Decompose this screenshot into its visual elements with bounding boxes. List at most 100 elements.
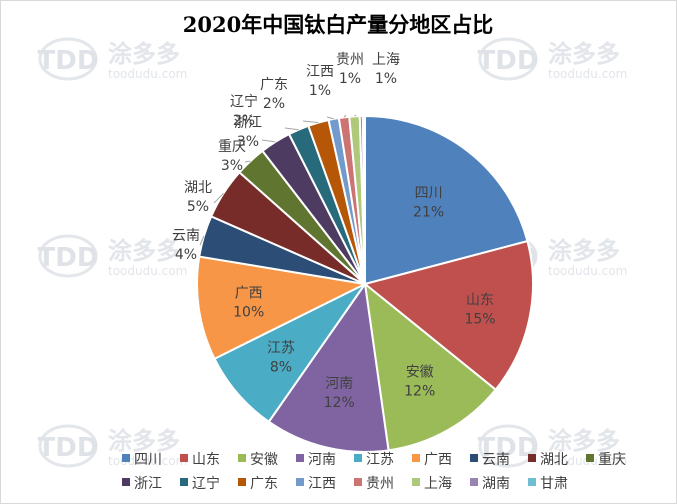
- data-label-category: 云南: [172, 228, 200, 244]
- data-label-category: 贵州: [336, 52, 364, 68]
- leader-line: [261, 139, 276, 143]
- data-labels: 四川21%山东15%安徽12%河南12%江苏8%广西10%云南4%湖北5%重庆3…: [172, 52, 496, 411]
- legend-label: 河南: [308, 452, 336, 468]
- legend-label: 辽宁: [192, 475, 220, 492]
- chart-title: 2020年中国钛白产量分地区占比: [183, 12, 493, 37]
- legend-label: 贵州: [366, 476, 394, 492]
- data-label-value: 12%: [324, 395, 355, 411]
- leader-line: [354, 114, 357, 117]
- legend-swatch: [528, 454, 536, 462]
- legend-item: 上海: [412, 476, 452, 492]
- legend-label: 安徽: [250, 452, 278, 468]
- legend-label: 江苏: [366, 452, 394, 468]
- data-label: 贵州 1%: [336, 52, 364, 87]
- data-label-value: 4%: [175, 247, 197, 263]
- data-label-value: 1%: [375, 71, 397, 87]
- legend-swatch: [122, 454, 130, 462]
- legend-item: 广东: [238, 476, 278, 492]
- data-label-category: 湖北: [184, 180, 212, 196]
- data-label: 山东 15%: [464, 293, 495, 328]
- data-label-category: 江西: [306, 64, 334, 80]
- legend-label: 浙江: [134, 476, 162, 492]
- pie-slice-6: [196, 255, 369, 361]
- data-label: 重庆 3%: [218, 139, 246, 174]
- watermark-logo-icon: [478, 37, 538, 81]
- leader-line: [284, 127, 299, 131]
- legend-item: 辽宁: [180, 475, 220, 492]
- pie-slice-2: [362, 239, 534, 392]
- legend-label: 广东: [250, 476, 278, 492]
- legend-item: 重庆: [586, 452, 626, 468]
- legend-swatch: [470, 454, 478, 462]
- legend-swatch: [354, 478, 362, 486]
- legend-label: 广西: [424, 452, 452, 468]
- leader-line: [326, 116, 334, 120]
- data-label-category: 四川: [415, 186, 443, 202]
- legend-swatch: [412, 454, 420, 462]
- legend-item: 甘肃: [528, 476, 568, 492]
- watermark-brand: 涂多多: [548, 237, 620, 265]
- legend-label: 湖南: [482, 476, 510, 492]
- data-label-value: 10%: [233, 304, 264, 320]
- data-label: 云南 4%: [172, 228, 200, 263]
- data-label-category: 辽宁: [230, 93, 258, 110]
- data-label: 广西 10%: [233, 285, 264, 320]
- legend-swatch: [586, 454, 594, 462]
- legend-label: 山东: [192, 452, 220, 468]
- watermark-logo-icon: [38, 424, 98, 468]
- data-label: 浙江 3%: [234, 115, 262, 150]
- watermark-brand: 涂多多: [108, 40, 180, 68]
- watermark-brand: 涂多多: [108, 427, 180, 455]
- data-label-value: 2%: [263, 96, 285, 112]
- pie-slices: [196, 114, 534, 453]
- legend-swatch: [354, 454, 362, 462]
- data-label-category: 浙江: [234, 115, 262, 131]
- data-label-value: 3%: [221, 158, 243, 174]
- legend-swatch: [296, 454, 304, 462]
- leader-line: [213, 192, 224, 204]
- legend-item: 浙江: [122, 476, 162, 492]
- data-label: 四川 21%: [413, 186, 444, 221]
- data-label-category: 安徽: [406, 365, 434, 381]
- legend-swatch: [528, 478, 536, 486]
- data-label-category: 江苏: [267, 340, 295, 356]
- watermark-url: toodudu.com: [548, 67, 627, 81]
- legend-label: 江西: [308, 476, 336, 492]
- legend-item: 安徽: [238, 452, 278, 468]
- data-label-value: 12%: [404, 384, 435, 400]
- data-label: 安徽 12%: [404, 365, 435, 400]
- leader-lines: [199, 114, 357, 246]
- pie-slice-1: [364, 114, 529, 286]
- data-label-value: 8%: [270, 359, 292, 375]
- legend-item: 山东: [180, 452, 220, 468]
- legend-swatch: [122, 478, 130, 486]
- data-label-value: 2%: [233, 113, 255, 129]
- legend-item: 广西: [412, 452, 452, 468]
- legend-label: 重庆: [598, 452, 626, 468]
- legend-item: 江西: [296, 476, 336, 492]
- data-label-category: 广东: [260, 77, 288, 93]
- data-label: 江西 1%: [306, 64, 334, 99]
- leader-line: [302, 120, 319, 124]
- watermark-logo-icon: [38, 37, 98, 81]
- legend-label: 四川: [134, 452, 162, 468]
- watermark-brand: 涂多多: [548, 427, 620, 455]
- data-label: 广东 2%: [260, 77, 288, 112]
- legend-swatch: [470, 478, 478, 486]
- pie-slice-17: [361, 114, 366, 285]
- data-label-category: 上海: [372, 52, 400, 68]
- legend-item: 河南: [296, 452, 336, 468]
- legend-label: 甘肃: [540, 476, 568, 492]
- data-label-category: 山东: [466, 293, 494, 309]
- legend-label: 云南: [482, 452, 510, 468]
- pie-slice-3: [363, 281, 498, 452]
- leader-line: [343, 114, 347, 118]
- legend-item: 江苏: [354, 452, 394, 468]
- data-label-value: 1%: [339, 71, 361, 87]
